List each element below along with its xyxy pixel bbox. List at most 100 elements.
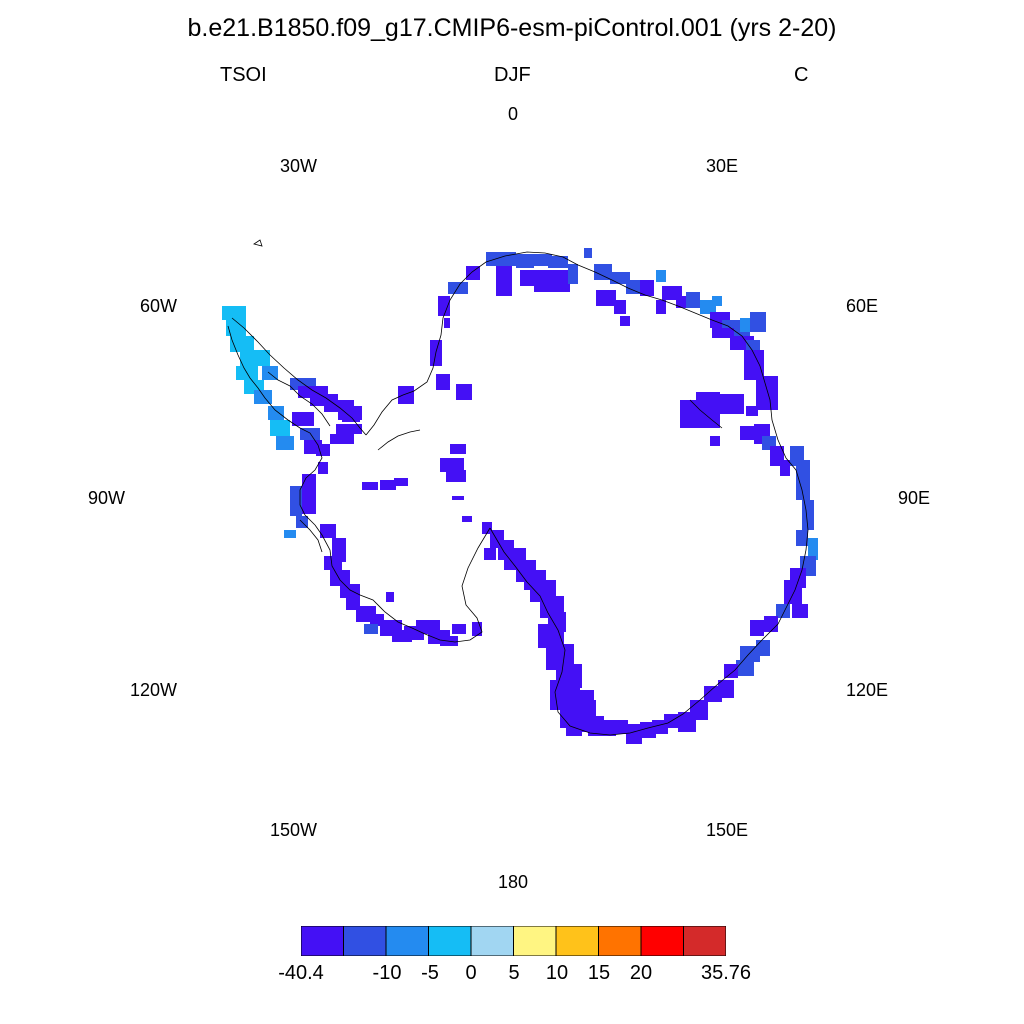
lon-label-150w: 150W — [270, 820, 318, 840]
data-cell — [496, 266, 512, 296]
data-cell — [226, 320, 246, 336]
data-cell — [704, 686, 722, 702]
data-cell — [640, 722, 656, 738]
data-cell — [284, 530, 296, 538]
data-cell — [756, 376, 778, 410]
colorbar — [301, 926, 726, 956]
data-cell — [808, 538, 818, 560]
colorbar-box — [598, 926, 642, 956]
west-antarctica-coast — [227, 325, 323, 526]
lon-label-150e: 150E — [706, 820, 749, 840]
lon-label-120w: 120W — [130, 680, 178, 700]
lon-label-0: 0 — [508, 104, 519, 124]
data-cell — [386, 592, 394, 602]
colorbar-tick-label: 5 — [508, 962, 520, 984]
variable-label: TSOI — [220, 64, 267, 86]
data-cell — [462, 516, 472, 522]
colorbar-tick-label: -10 — [372, 962, 402, 984]
lon-label-90e: 90E — [898, 488, 931, 508]
data-cell — [724, 664, 738, 678]
colorbar-tick-label: 10 — [545, 962, 569, 984]
data-cell — [710, 436, 720, 446]
colorbar-box — [301, 926, 344, 956]
data-cell — [656, 270, 666, 282]
data-cell — [364, 624, 378, 634]
data-cell — [796, 530, 808, 546]
data-cell — [472, 622, 482, 636]
season-label: DJF — [494, 64, 531, 86]
colorbar-tick-label: 35.76 — [700, 962, 752, 984]
data-cell — [516, 254, 534, 268]
colorbar-box — [640, 926, 684, 956]
data-cell — [784, 580, 802, 604]
data-cell — [626, 280, 640, 294]
lon-label-120e: 120E — [846, 680, 889, 700]
peninsula-east-coast — [231, 317, 367, 436]
data-cell — [530, 254, 552, 266]
colorbar-box — [555, 926, 599, 956]
data-cell — [482, 522, 492, 534]
data-cell — [300, 428, 320, 440]
data-cell — [438, 296, 450, 316]
data-cell — [720, 394, 744, 414]
data-cell — [584, 248, 592, 258]
colorbar-tick-label: 20 — [629, 962, 653, 984]
amery — [689, 399, 723, 429]
data-cell — [270, 420, 290, 436]
marie-byrd-inlet — [299, 519, 323, 553]
data-cell — [746, 340, 760, 350]
data-cell — [302, 474, 316, 514]
data-cell — [640, 280, 654, 296]
data-cell — [362, 482, 378, 490]
data-cell — [750, 620, 764, 636]
colorbar-tick-label: 0 — [465, 962, 477, 984]
data-cell — [456, 384, 472, 400]
lon-label-180: 180 — [498, 872, 529, 892]
data-cell — [452, 496, 464, 500]
data-cell — [620, 316, 630, 326]
inner-peninsula — [267, 371, 331, 427]
data-cell — [450, 444, 466, 454]
data-cell — [394, 478, 408, 486]
data-cell — [610, 272, 630, 284]
data-cell — [230, 336, 254, 352]
colorbar-tick-label: -40.4 — [278, 962, 324, 984]
data-cell — [240, 350, 270, 366]
data-cell — [466, 266, 480, 280]
colorbar-box — [385, 926, 429, 956]
data-cell — [484, 548, 496, 560]
colorbar-tick-label: 15 — [587, 962, 611, 984]
data-cell — [276, 436, 294, 450]
data-cell — [534, 280, 570, 292]
data-cell — [440, 458, 464, 472]
data-cell — [254, 390, 272, 404]
data-cell — [320, 524, 336, 538]
coastline — [227, 239, 809, 736]
colorbar-tick-label: -5 — [421, 962, 439, 984]
east-antarctica-coast — [365, 251, 809, 736]
lon-label-30w: 30W — [280, 156, 318, 176]
data-cell — [626, 724, 642, 744]
colorbar-box — [513, 926, 557, 956]
units-label: C — [794, 64, 809, 86]
lon-label-60e: 60E — [846, 296, 879, 316]
data-cell — [452, 624, 466, 634]
data-cell — [614, 300, 626, 314]
lon-label-60w: 60W — [140, 296, 178, 316]
data-cell — [486, 252, 516, 266]
data-cell — [792, 604, 808, 618]
data-cell — [712, 328, 734, 338]
data-cell — [222, 306, 246, 320]
data-cell — [780, 460, 790, 476]
data-cell — [268, 406, 284, 420]
data-cell — [764, 616, 778, 632]
data-cell — [446, 470, 466, 482]
data-cell — [696, 392, 720, 406]
colorbar-box — [683, 926, 726, 956]
data-cell — [448, 282, 468, 294]
colorbar-box — [343, 926, 387, 956]
lon-label-30e: 30E — [706, 156, 739, 176]
data-cells — [222, 248, 818, 744]
data-cell — [548, 256, 568, 268]
